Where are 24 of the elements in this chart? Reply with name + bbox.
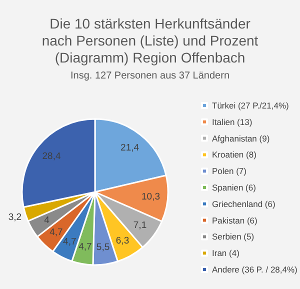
legend-label: Iran (4) bbox=[212, 248, 240, 258]
chart-title: Die 10 stärksten Herkunftsänder nach Personen (Liste) und Prozent (Diagramm) Region Offenbach bbox=[42, 16, 258, 66]
data-label: 6,3 bbox=[116, 235, 130, 246]
legend-label: Kroatien (8) bbox=[212, 150, 257, 160]
legend-label: Spanien (6) bbox=[212, 182, 256, 192]
legend-label: Polen (7) bbox=[212, 166, 247, 176]
legend-label: Pakistan (6) bbox=[212, 215, 258, 226]
data-label: 4 bbox=[44, 215, 50, 226]
data-label: 3,2 bbox=[8, 212, 22, 224]
data-label: 4,7 bbox=[63, 236, 76, 248]
data-label: 10,3 bbox=[142, 192, 160, 203]
data-label: 4,7 bbox=[78, 242, 92, 253]
data-label: 4,7 bbox=[50, 226, 63, 238]
legend-label: Italien (13) bbox=[212, 116, 252, 127]
chart-subtitle: Insg. 127 Personen aus 37 Ländern bbox=[70, 70, 230, 82]
legend-label: Andere (36 P. / 28,4%) bbox=[212, 264, 298, 274]
legend-label: Serbien (5) bbox=[212, 232, 254, 242]
data-label: 5,5 bbox=[96, 242, 110, 253]
legend-label: Türkei (27 P./21,4%) bbox=[212, 100, 290, 110]
data-label: 7,1 bbox=[133, 220, 147, 231]
legend-label: Griechenland (6) bbox=[212, 198, 276, 209]
legend-label: Afghanistan (9) bbox=[212, 133, 270, 144]
data-label: 21,4 bbox=[120, 142, 140, 154]
data-label: 28,4 bbox=[42, 151, 61, 162]
